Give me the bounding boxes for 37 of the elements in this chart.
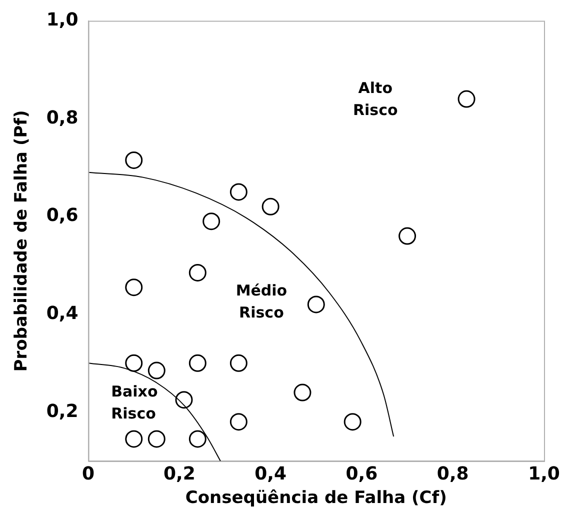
point — [458, 90, 476, 108]
x-tick-label: 0,6 — [346, 463, 378, 484]
point — [125, 430, 143, 448]
point — [262, 198, 280, 216]
x-axis-title: Conseqüência de Falha (Cf) — [185, 488, 447, 508]
y-tick-label: 0,4 — [46, 302, 78, 324]
x-tick-label: 0 — [82, 463, 95, 484]
annotation: Médio Risco — [236, 281, 288, 322]
point — [188, 354, 206, 372]
x-tick-label: 0,2 — [163, 463, 196, 484]
point — [175, 391, 193, 409]
x-tick-label: 0,8 — [436, 463, 469, 484]
point — [125, 278, 143, 296]
point — [148, 362, 166, 380]
y-tick-label: 0,8 — [46, 107, 78, 128]
point — [125, 354, 143, 372]
point — [307, 296, 325, 314]
point — [398, 227, 416, 245]
point — [202, 212, 220, 230]
annotation: Alto Risco — [352, 78, 398, 119]
point — [230, 413, 248, 431]
y-tick-label: 0,2 — [46, 400, 78, 422]
point — [125, 151, 143, 169]
y-tick-label: 0,6 — [46, 205, 78, 226]
point — [344, 413, 362, 431]
point — [148, 430, 166, 448]
point — [188, 430, 206, 448]
annotation: Baixo Risco — [111, 382, 158, 423]
x-tick-label: 1,0 — [528, 463, 560, 484]
y-axis-title: Probabilidade de Falha (Pf) — [12, 110, 32, 372]
point — [230, 183, 248, 201]
point — [230, 354, 248, 372]
y-tick-label: 1,0 — [46, 9, 78, 30]
line-series — [88, 172, 394, 438]
point — [294, 384, 312, 402]
point — [188, 264, 206, 282]
x-tick-label: 0,4 — [254, 463, 287, 484]
